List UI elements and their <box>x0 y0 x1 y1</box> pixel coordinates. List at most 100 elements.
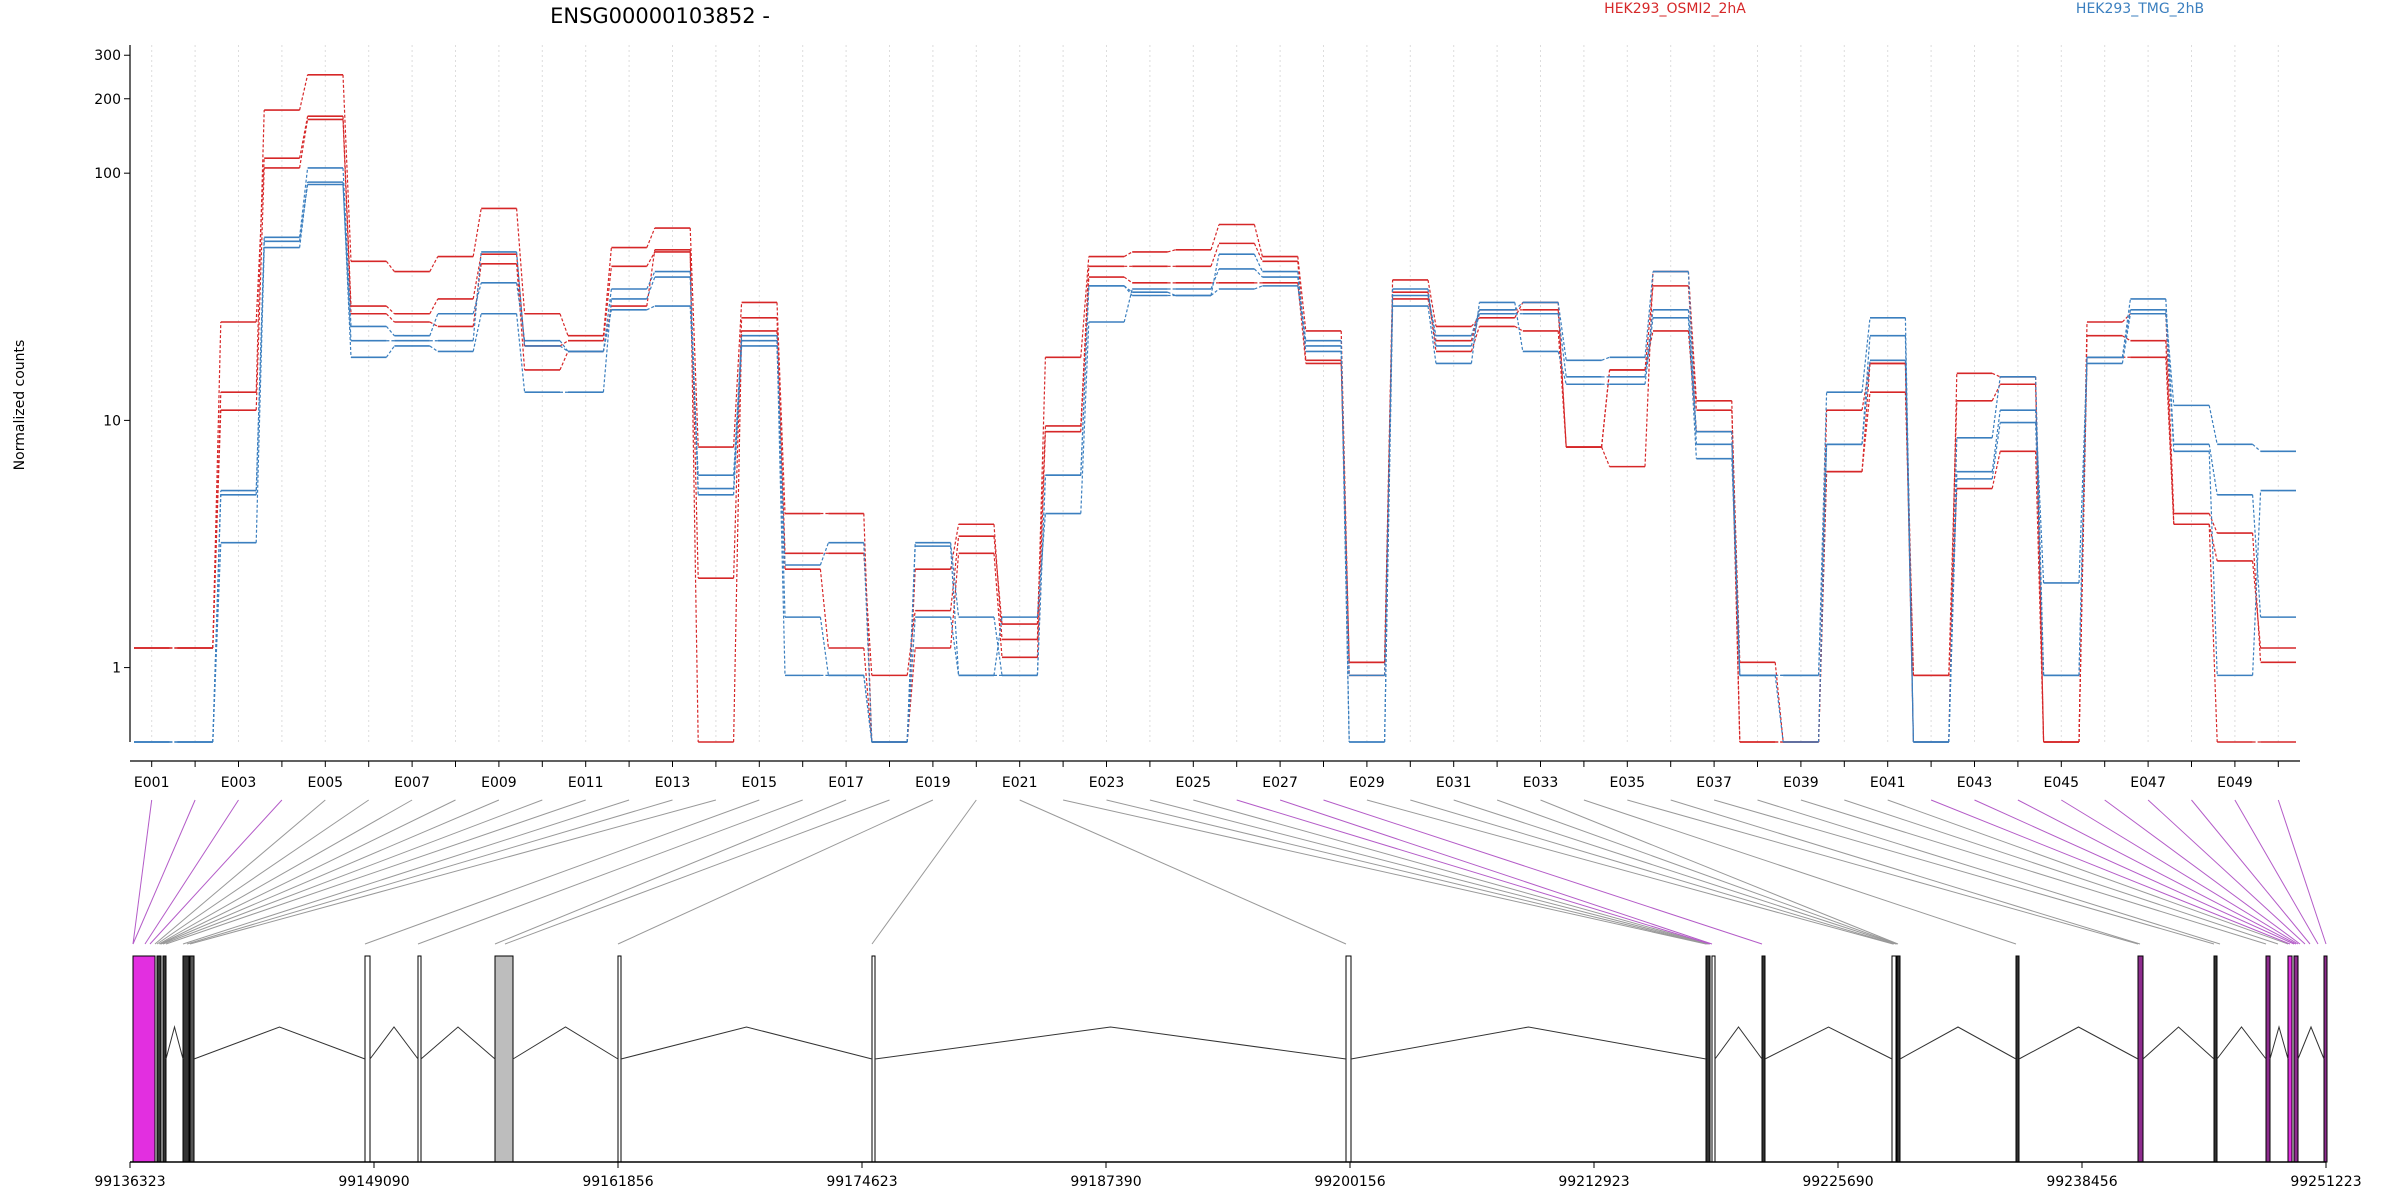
series-transition <box>1644 271 1654 358</box>
series-transition <box>1384 292 1394 663</box>
x-tick-label: E025 <box>1176 775 1212 791</box>
exon-box <box>2015 955 2020 1163</box>
series-transition <box>299 116 309 159</box>
series-transition <box>689 227 699 448</box>
exon-box <box>2287 955 2293 1163</box>
exon-box <box>1761 955 1766 1163</box>
exon-connector <box>162 799 543 945</box>
series-transition <box>1210 243 1220 267</box>
genomic-tick-label: 99200156 <box>1314 1174 1385 1190</box>
x-tick-label: E037 <box>1696 775 1732 791</box>
series-transition <box>1948 437 1958 743</box>
series-transition <box>776 345 786 566</box>
x-tick-label: E007 <box>394 775 430 791</box>
exon-connector <box>1670 799 2141 945</box>
series-transition <box>516 251 526 347</box>
x-tick-label: E031 <box>1436 775 1472 791</box>
exon-box <box>494 955 514 1163</box>
exon-connector <box>1496 799 1898 945</box>
series-transition <box>1644 285 1654 370</box>
series-transition <box>1384 295 1394 676</box>
series-5 <box>134 181 2296 743</box>
exon-connector <box>149 799 283 945</box>
series-transition <box>819 617 829 676</box>
exon-connector <box>132 799 196 945</box>
series-transition <box>1427 288 1437 347</box>
series-transition <box>1167 291 1176 297</box>
series-transition <box>1904 360 1914 743</box>
exon-connector <box>1974 799 2295 945</box>
genomic-tick-label: 99251223 <box>2290 1174 2361 1190</box>
genomic-tick-label: 99174623 <box>826 1174 897 1190</box>
x-tick-label: E005 <box>308 775 344 791</box>
x-tick-label: E045 <box>2044 775 2080 791</box>
series-transition <box>1514 325 1524 332</box>
exon-connector <box>1236 799 1711 945</box>
series-transition <box>863 553 873 676</box>
series-transition <box>2165 313 2175 514</box>
x-tick-label: E011 <box>568 775 604 791</box>
exon-connector <box>182 799 630 945</box>
series-transition <box>2165 309 2175 406</box>
series-transition <box>2208 405 2218 445</box>
series-transition <box>1557 351 1567 385</box>
series-transition <box>906 542 916 743</box>
series-transition <box>1861 363 1871 411</box>
series-transition <box>1123 285 1133 293</box>
series-transition <box>1210 254 1220 296</box>
x-tick-label: E009 <box>481 775 517 791</box>
series-transition <box>2252 490 2262 676</box>
exon-connector <box>1366 799 1894 945</box>
series-transition <box>299 167 309 238</box>
x-tick-label: E039 <box>1783 775 1819 791</box>
exon-box <box>1705 955 1711 1163</box>
y-tick-label: 200 <box>94 92 121 108</box>
exon-connector <box>1800 799 2267 945</box>
exon-connector <box>871 799 977 945</box>
series-transition <box>429 345 439 352</box>
series-transition <box>255 241 265 495</box>
series-transition <box>516 208 526 314</box>
genomic-tick-label: 99161856 <box>582 1174 653 1190</box>
series-transition <box>559 313 569 336</box>
exon-connector <box>1193 799 1710 945</box>
y-tick-label: 10 <box>103 413 121 429</box>
x-tick-label: E049 <box>2217 775 2253 791</box>
series-transition <box>1123 276 1133 284</box>
series-transition <box>1253 243 1263 262</box>
series-transition <box>2078 357 2088 743</box>
genomic-tick-label: 99136323 <box>94 1174 165 1190</box>
series-6 <box>134 183 2296 743</box>
legend-label-osmi2: HEK293_OSMI2_2hA <box>1604 1 1746 17</box>
series-transition <box>1861 317 1871 393</box>
series-transition <box>516 263 526 370</box>
exon-connector <box>1540 799 1899 945</box>
series-transition <box>1514 301 1524 311</box>
genomic-tick-label: 99149090 <box>338 1174 409 1190</box>
series-transition <box>429 313 439 336</box>
series-transition <box>1470 309 1480 336</box>
exon-box <box>364 955 371 1163</box>
exon-box <box>2293 955 2299 1163</box>
series-transition <box>950 536 960 611</box>
series-transition <box>516 313 526 393</box>
series-transition <box>1557 309 1567 448</box>
series-transition <box>1861 392 1871 472</box>
series-transition <box>1601 369 1611 448</box>
series-transition <box>602 298 612 393</box>
series-transition <box>2252 560 2262 649</box>
series-transition <box>1036 475 1046 676</box>
exon-connector <box>1583 799 2017 945</box>
intron-line <box>512 1026 619 1060</box>
series-transition <box>299 119 309 169</box>
series-transition <box>1861 360 1871 445</box>
series-transition <box>1687 309 1697 432</box>
series-transition <box>863 542 873 743</box>
series-transition <box>1948 400 1958 676</box>
series-transition <box>819 542 829 566</box>
exon-box <box>1345 955 1352 1163</box>
series-transition <box>385 305 395 315</box>
genomic-tick-label: 99187390 <box>1070 1174 1141 1190</box>
intron-line <box>165 1025 184 1060</box>
